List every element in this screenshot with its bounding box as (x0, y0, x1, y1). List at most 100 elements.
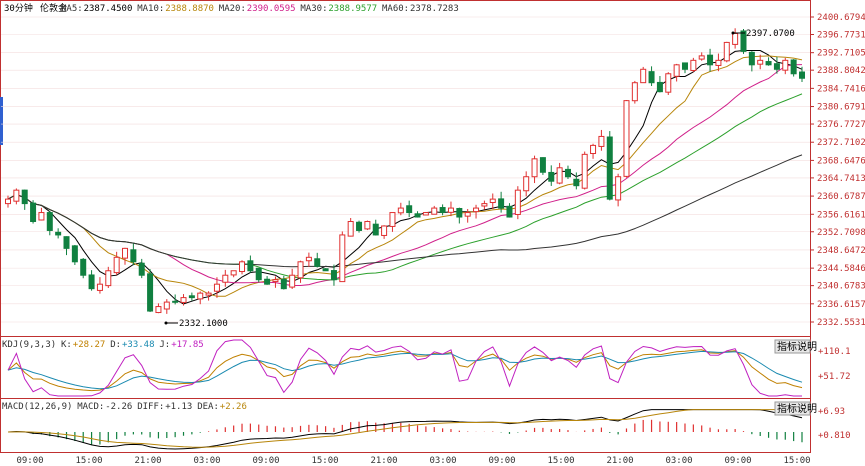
x-tick-label: 15:00 (547, 456, 574, 466)
candle-body (748, 51, 755, 66)
x-tick-label: 03:00 (429, 456, 456, 466)
legend-value: 2387.4500 (84, 4, 133, 14)
candle-body (222, 274, 229, 283)
candle-body (172, 300, 179, 303)
legend-label: DIFF: (137, 402, 164, 412)
legend-value: 2378.7283 (410, 4, 459, 14)
legend-label: K: (61, 340, 72, 350)
macd-help-label: 指标说明 (777, 402, 817, 415)
candle-body (130, 249, 137, 263)
candle-body (255, 267, 262, 281)
x-axis: 09:00 15:00 21:00 03:00 09:00 15:00 21:00 03:00… (16, 456, 810, 466)
candle-body (431, 207, 438, 215)
legend-value: +17.85 (171, 340, 204, 350)
legend-value: 2388.9577 (328, 4, 377, 14)
candle-body (456, 207, 463, 218)
candle-body (581, 153, 588, 189)
candle-body (439, 207, 446, 214)
candle-body (264, 278, 271, 285)
candle-body (489, 198, 496, 204)
macd-help-button[interactable]: 指标说明 (774, 401, 817, 416)
kdj-help-label: 指标说明 (777, 340, 817, 353)
candle-body (80, 258, 87, 276)
candle-body (498, 198, 505, 209)
candle-body (656, 81, 663, 93)
candle-body (38, 212, 45, 221)
legend-value: 2388.8870 (165, 4, 214, 14)
candle-body (397, 207, 404, 214)
candle-body (406, 205, 413, 214)
candle-body (473, 207, 480, 213)
candle-body (590, 144, 597, 155)
y-tick-label: 2364.7413 (817, 174, 865, 184)
x-tick-label: 03:00 (193, 456, 220, 466)
high-label: 2397.0700 (746, 29, 795, 39)
candles (5, 28, 805, 314)
candle-body (138, 262, 145, 276)
candle-body (765, 61, 772, 66)
candle-body (247, 260, 254, 272)
candle-body (598, 135, 605, 147)
period-label: 30分钟 (4, 2, 33, 14)
x-tick-label: 21:00 (370, 456, 397, 466)
candle-body (372, 223, 379, 236)
candle-body (305, 256, 312, 262)
y-tick-label: 2400.6794 (817, 13, 865, 23)
candle-body (381, 225, 388, 236)
candle-body (715, 59, 722, 66)
x-tick-label: 21:00 (606, 456, 633, 466)
legend-value: 2390.0595 (247, 4, 296, 14)
candle-body (548, 171, 555, 182)
candle-body (723, 41, 730, 62)
x-tick-label: 09:00 (16, 456, 43, 466)
candle-body (732, 32, 739, 45)
candle-body (364, 221, 371, 230)
y-tick-label: 2368.6476 (817, 156, 865, 166)
legend-value: +1.13 (165, 402, 192, 412)
high-annotation: 2397.0700 (731, 29, 795, 39)
candle-body (740, 30, 747, 52)
y-tick-label: 2344.5846 (817, 264, 865, 274)
candle-body (640, 68, 647, 84)
macd-diff-line (7, 409, 803, 450)
candle-body (88, 274, 95, 290)
kdj-help-button[interactable]: 指标说明 (774, 339, 817, 354)
macd-lines (7, 409, 803, 450)
y-tick-label: 2348.6472 (817, 246, 865, 256)
x-tick-label: 09:00 (252, 456, 279, 466)
candle-body (213, 283, 220, 292)
symbol-label: 伦敦金 (40, 2, 67, 14)
x-tick-label: 15:00 (75, 456, 102, 466)
y-axis-main: 2400.6794 2396.7731 2392.7105 2388.8042 2384… (810, 13, 865, 328)
kdj-j-line (7, 339, 802, 397)
candle-body (96, 283, 103, 291)
candle-body (615, 176, 622, 201)
y-tick-label: 2396.7731 (817, 30, 865, 40)
candle-body (105, 270, 112, 287)
y-tick-label: 2392.7105 (817, 49, 865, 59)
candle-body (790, 59, 797, 75)
candle-body (113, 256, 120, 274)
candle-body (155, 306, 162, 314)
kdj-legend: KDJ(9,3,3) K: +28.27 D: +33.48 J: +17.85 (2, 340, 204, 350)
legend-label: J: (159, 340, 170, 350)
candle-body (506, 205, 513, 218)
candle-body (799, 71, 805, 79)
x-tick-label: 09:00 (724, 456, 751, 466)
macd-legend: MACD(12,26,9) MACD: -2.26 DIFF: +1.13 DEA: +2.… (2, 402, 247, 412)
candle-body (447, 207, 454, 213)
legend-label: MA10: (137, 4, 164, 14)
kdj-y-tick-top: +110.1 (818, 347, 851, 357)
candle-body (673, 64, 680, 77)
y-tick-label: 2360.6787 (817, 192, 865, 202)
candle-body (422, 212, 429, 216)
y-tick-label: 2376.7727 (817, 120, 865, 130)
y-tick-label: 2380.6791 (817, 103, 865, 113)
macd-panel-frame (0, 398, 811, 453)
candle-body (122, 247, 129, 259)
candle-body (539, 157, 546, 173)
y-tick-label: 2332.5531 (817, 318, 865, 328)
candle-body (631, 82, 638, 102)
kdj-d-line (7, 350, 803, 390)
kdj-lines (7, 339, 803, 397)
